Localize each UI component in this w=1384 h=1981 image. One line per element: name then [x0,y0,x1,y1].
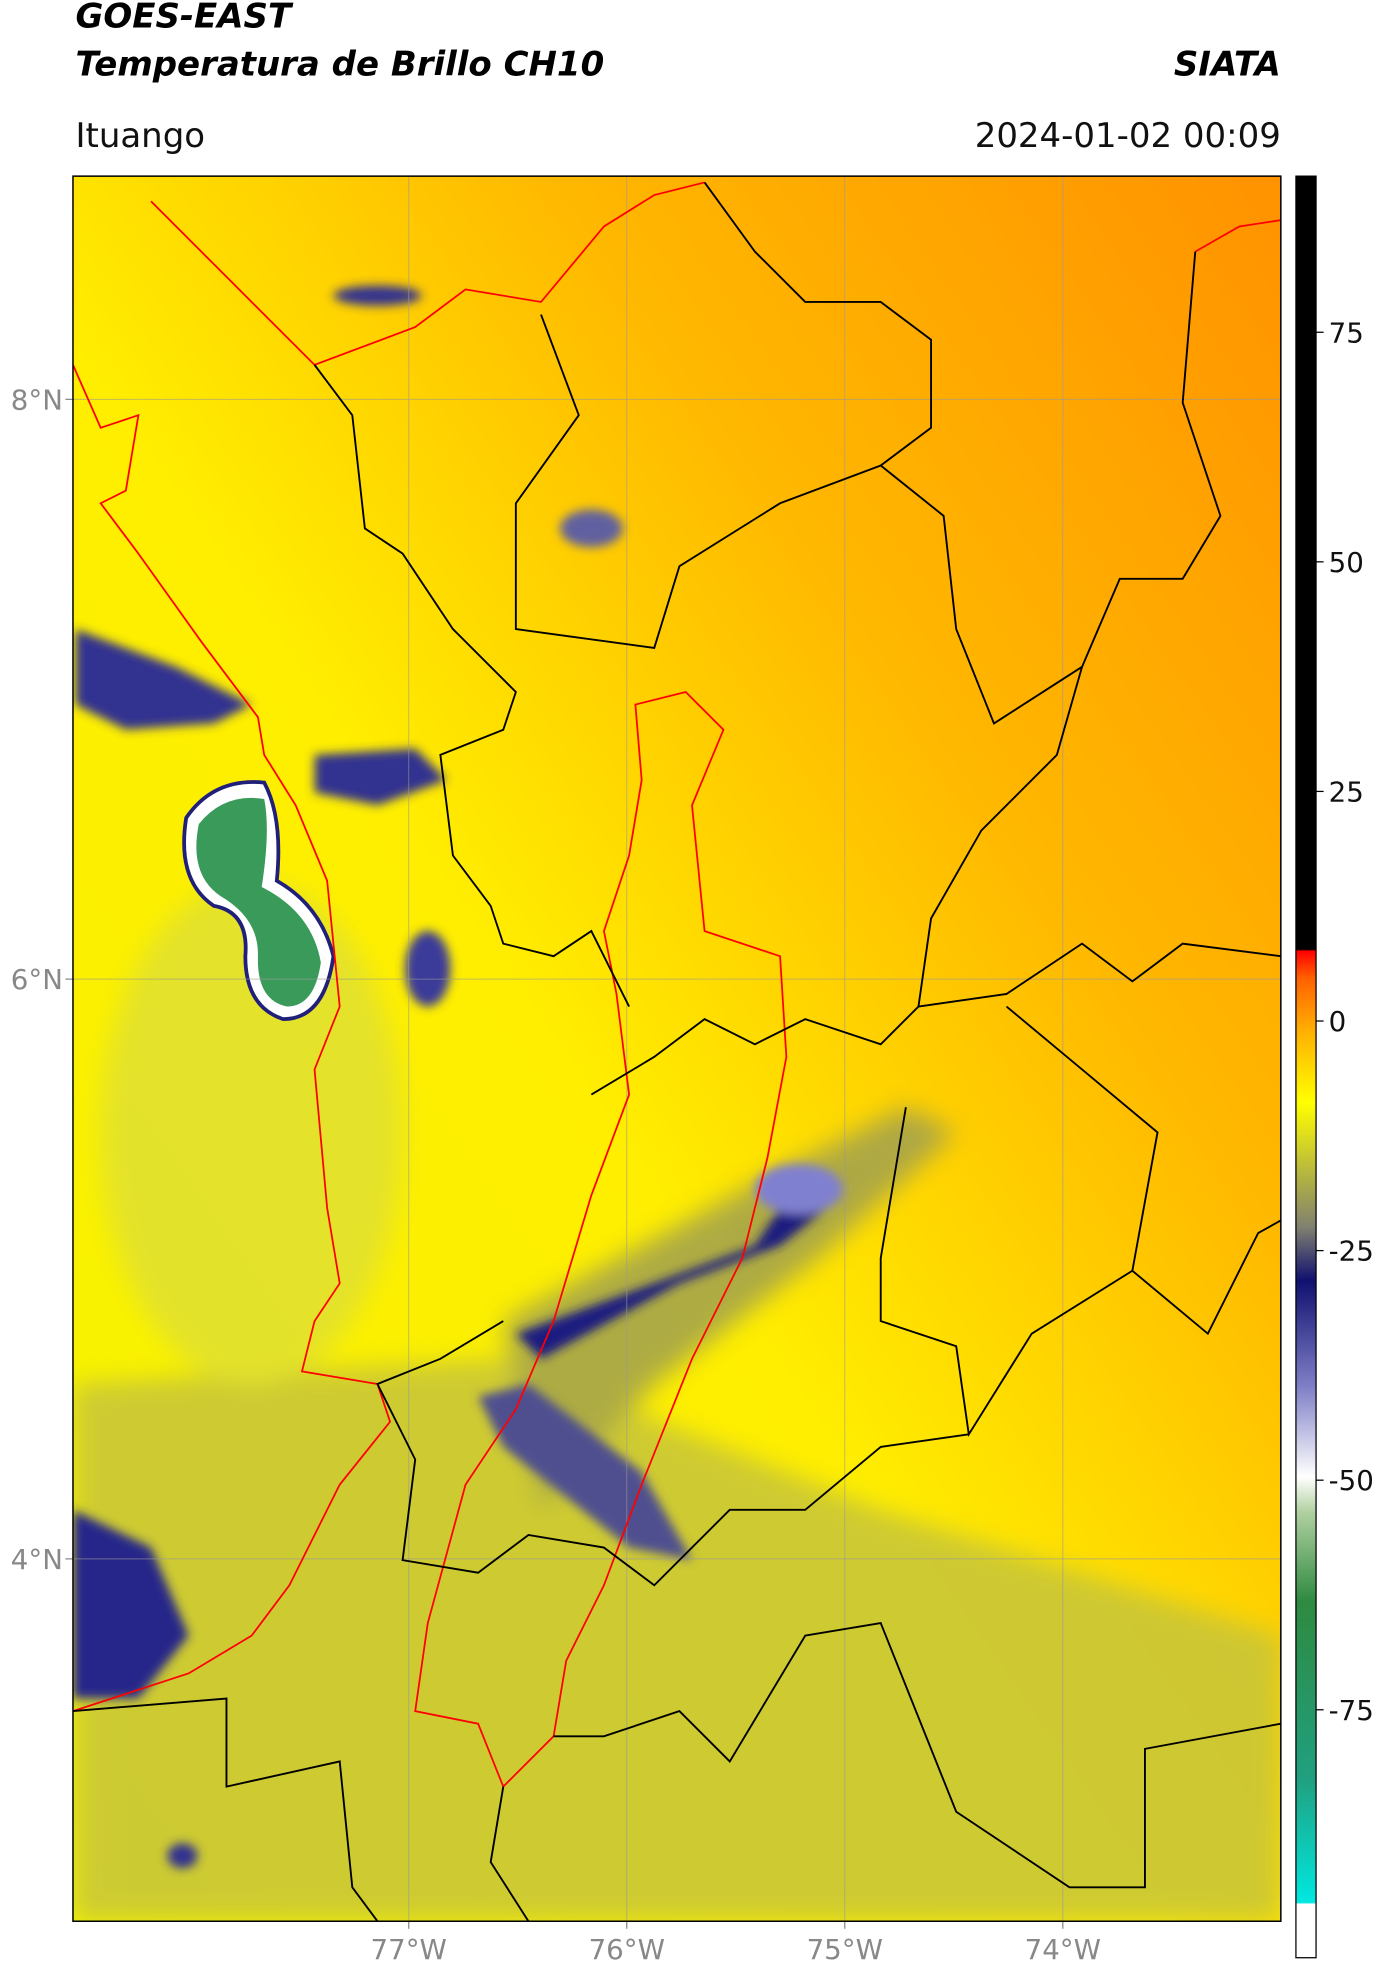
colorbar-tick-label: -50 [1329,1464,1374,1497]
location: Ituango [75,116,205,156]
lat-tick-label: 4°N [11,1543,63,1576]
colorbar [1295,175,1317,1959]
lat-tick-label: 8°N [11,383,63,416]
borders [72,181,1281,1922]
map-image [72,176,1281,1922]
lon-tick-label: 77°W [371,1933,447,1966]
colorbar-tick-label: 75 [1329,316,1364,349]
colorbar-tick-label: 50 [1329,546,1364,579]
graticule [65,176,1281,1929]
colorbar-tick-label: 0 [1329,1005,1347,1038]
colorbar-tick-label: -25 [1329,1235,1374,1268]
map-frame [72,175,1282,1922]
title: GOES-EAST [75,0,293,37]
lat-tick-label: 6°N [11,963,63,996]
datetime: 2024-01-02 00:09 [975,116,1281,156]
brand: SIATA [1174,44,1281,84]
lon-tick-label: 75°W [807,1933,883,1966]
colorbar-tick-label: 25 [1329,775,1364,808]
lon-tick-label: 76°W [589,1933,665,1966]
lon-tick-label: 74°W [1025,1933,1101,1966]
colorbar-tick-label: -75 [1329,1694,1374,1727]
subtitle: Temperatura de Brillo CH10 [75,44,604,84]
